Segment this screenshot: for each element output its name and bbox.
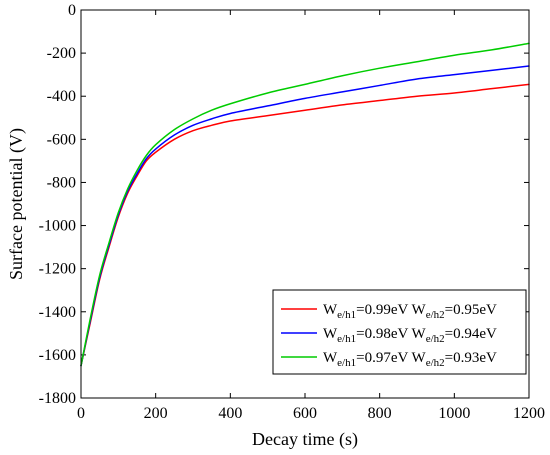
legend-label-text: =0.93eV: [445, 350, 497, 366]
legend-label-3: We/h1=0.97eV We/h2=0.93eV: [323, 350, 497, 369]
x-tick-label: 600: [293, 405, 317, 422]
y-tick-label: 0: [68, 2, 76, 19]
x-tick-label: 800: [368, 405, 392, 422]
x-tick-label: 200: [144, 405, 168, 422]
legend-label-text: =0.99eV W: [356, 302, 426, 318]
legend-label-text: W: [323, 350, 338, 366]
legend-label-subscript: e/h2: [426, 357, 445, 369]
legend-label-text: =0.97eV W: [356, 350, 426, 366]
series-line-3: [80, 42, 530, 367]
legend-label-subscript: e/h2: [426, 333, 445, 345]
legend-label-text: =0.94eV: [445, 326, 497, 342]
y-tick-label: -600: [47, 131, 76, 148]
y-tick-label: -1200: [39, 261, 76, 278]
x-tick-label: 400: [218, 405, 242, 422]
legend-label-text: W: [323, 302, 338, 318]
x-axis-title: Decay time (s): [252, 429, 358, 450]
legend-label-text: =0.95eV: [445, 302, 497, 318]
y-tick-label: -1400: [39, 304, 76, 321]
axis-ticks: 0 200 400 600 800 1000 1200 0 -200 -400 -600 -800 -1…: [39, 2, 545, 422]
y-tick-label: -200: [47, 45, 76, 62]
y-axis-title: Surface potential (V): [6, 128, 27, 280]
legend-label-2: We/h1=0.98eV We/h2=0.94eV: [323, 326, 497, 345]
legend-label-subscript: e/h1: [337, 309, 356, 321]
legend-label-subscript: e/h1: [337, 333, 356, 345]
x-tick-label: 1000: [438, 405, 470, 422]
plot-area-frame: [80, 9, 530, 399]
y-tick-label: -400: [47, 88, 76, 105]
legend-label-text: =0.98eV W: [356, 326, 426, 342]
legend-label-1: We/h1=0.99eV We/h2=0.95eV: [323, 302, 497, 321]
legend-box: [272, 289, 527, 375]
x-tick-label: 1200: [513, 405, 545, 422]
y-tick-label: -1600: [39, 347, 76, 364]
y-tick-label: -1000: [39, 218, 76, 235]
y-tick-label: -1800: [39, 390, 76, 407]
x-tick-label: 0: [77, 405, 85, 422]
legend-label-subscript: e/h1: [337, 357, 356, 369]
y-tick-label: -800: [47, 174, 76, 191]
legend-label-text: W: [323, 326, 338, 342]
legend-label-subscript: e/h2: [426, 309, 445, 321]
series-lines: [80, 42, 530, 367]
